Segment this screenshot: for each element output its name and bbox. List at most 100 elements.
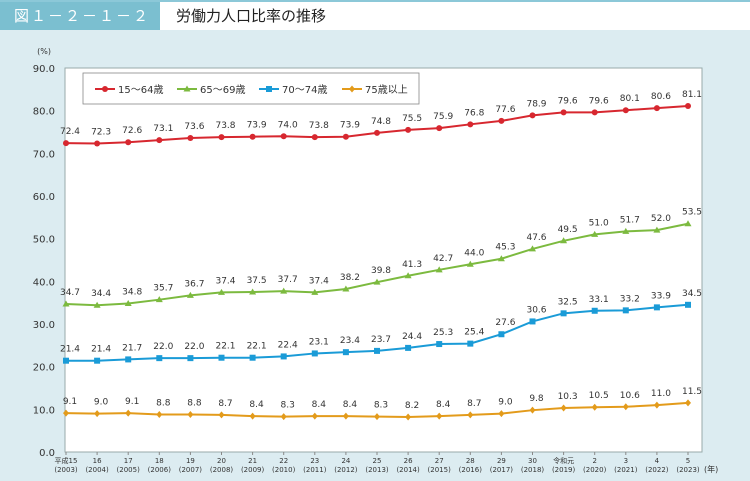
data-label: 47.6 xyxy=(526,233,546,243)
data-label: 53.5 xyxy=(682,208,702,218)
data-point xyxy=(591,230,599,237)
data-point xyxy=(63,140,69,147)
x-axis-unit: (年) xyxy=(704,464,718,474)
data-point xyxy=(183,85,191,92)
data-point xyxy=(218,354,225,361)
x-tick-label-year: (2008) xyxy=(210,466,234,474)
x-tick-label-year: (2022) xyxy=(645,466,669,474)
data-label: 23.4 xyxy=(340,336,360,346)
x-tick-label-year: (2009) xyxy=(241,466,265,474)
x-tick-label-year: (2019) xyxy=(552,466,576,474)
y-tick-label: 90.0 xyxy=(33,64,55,75)
y-tick-label: 60.0 xyxy=(33,192,55,203)
data-point xyxy=(591,403,598,411)
x-tick-label-year: (2016) xyxy=(459,466,483,474)
data-point xyxy=(187,355,194,362)
x-tick-label-year: (2005) xyxy=(117,466,141,474)
x-tick-label-year: (2021) xyxy=(614,466,638,474)
data-point xyxy=(311,288,319,295)
y-tick-label: 20.0 xyxy=(33,363,55,374)
data-point xyxy=(374,413,380,421)
data-label: 74.8 xyxy=(371,117,391,127)
data-label: 8.4 xyxy=(343,400,358,410)
data-point xyxy=(342,133,349,140)
data-point xyxy=(436,341,443,348)
data-point xyxy=(63,357,69,364)
data-label: 44.0 xyxy=(464,248,484,258)
data-label: 34.7 xyxy=(60,288,80,298)
data-point xyxy=(218,288,225,295)
y-tick-label: 80.0 xyxy=(33,107,55,118)
x-tick-label: 17 xyxy=(124,457,133,465)
data-point xyxy=(63,409,69,417)
data-point xyxy=(685,102,691,109)
data-label: 73.6 xyxy=(184,122,204,132)
data-point xyxy=(124,300,132,307)
data-label: 39.8 xyxy=(371,266,391,276)
data-point xyxy=(349,85,355,93)
data-label: 10.3 xyxy=(558,392,578,402)
x-tick-label: 4 xyxy=(655,457,660,465)
data-point xyxy=(653,226,661,233)
data-label: 34.5 xyxy=(682,289,702,299)
data-point xyxy=(560,109,567,116)
data-label: 73.9 xyxy=(247,121,267,131)
data-label: 9.0 xyxy=(94,398,109,408)
data-label: 72.6 xyxy=(122,126,142,136)
x-tick-label: 23 xyxy=(310,457,319,465)
data-label: 52.0 xyxy=(651,214,671,224)
data-label: 21.4 xyxy=(91,345,111,355)
data-label: 34.8 xyxy=(122,288,142,298)
data-point xyxy=(94,140,101,147)
data-point xyxy=(156,137,163,144)
data-point xyxy=(685,399,691,407)
data-label: 45.3 xyxy=(495,243,515,253)
data-label: 8.7 xyxy=(467,399,481,409)
data-point xyxy=(653,401,660,409)
x-tick-label: 29 xyxy=(497,457,506,465)
data-label: 51.0 xyxy=(589,218,609,228)
x-tick-label-year: (2003) xyxy=(54,466,78,474)
data-point xyxy=(560,310,567,317)
data-point xyxy=(467,121,474,128)
data-label: 24.4 xyxy=(402,332,422,342)
x-tick-label-year: (2010) xyxy=(272,466,296,474)
data-label: 75.9 xyxy=(433,112,453,122)
data-point xyxy=(249,354,256,361)
data-point xyxy=(435,266,443,273)
data-point xyxy=(218,411,225,419)
legend-label: 15～64歳 xyxy=(118,84,163,96)
data-point xyxy=(125,409,132,417)
data-label: 11.5 xyxy=(682,387,702,397)
data-label: 9.0 xyxy=(498,398,513,408)
data-label: 81.1 xyxy=(682,90,702,100)
legend xyxy=(82,72,420,105)
data-label: 49.5 xyxy=(558,225,578,235)
data-point xyxy=(155,296,163,303)
data-point xyxy=(280,133,287,140)
data-label: 8.8 xyxy=(156,398,171,408)
data-label: 22.0 xyxy=(153,342,173,352)
data-label: 8.4 xyxy=(249,400,264,410)
data-point xyxy=(342,412,349,420)
data-point xyxy=(498,331,505,338)
data-label: 25.3 xyxy=(433,328,453,338)
data-point xyxy=(280,353,287,360)
data-label: 72.4 xyxy=(60,127,80,137)
data-point xyxy=(591,109,598,116)
data-point xyxy=(405,344,412,351)
data-point xyxy=(404,272,412,279)
data-point xyxy=(187,410,194,418)
data-label: 73.9 xyxy=(340,121,360,131)
x-tick-label: 5 xyxy=(686,457,690,465)
data-point xyxy=(622,403,629,411)
data-point xyxy=(374,347,380,354)
header-bar: 図１－２－１－２ 労働力人口比率の推移 xyxy=(0,0,750,30)
data-label: 8.3 xyxy=(281,401,295,411)
data-point xyxy=(62,300,70,307)
data-label: 76.8 xyxy=(464,108,484,118)
data-label: 9.1 xyxy=(125,397,139,407)
x-tick-label-year: (2017) xyxy=(490,466,514,474)
data-label: 73.1 xyxy=(153,124,173,134)
data-point xyxy=(653,304,660,311)
